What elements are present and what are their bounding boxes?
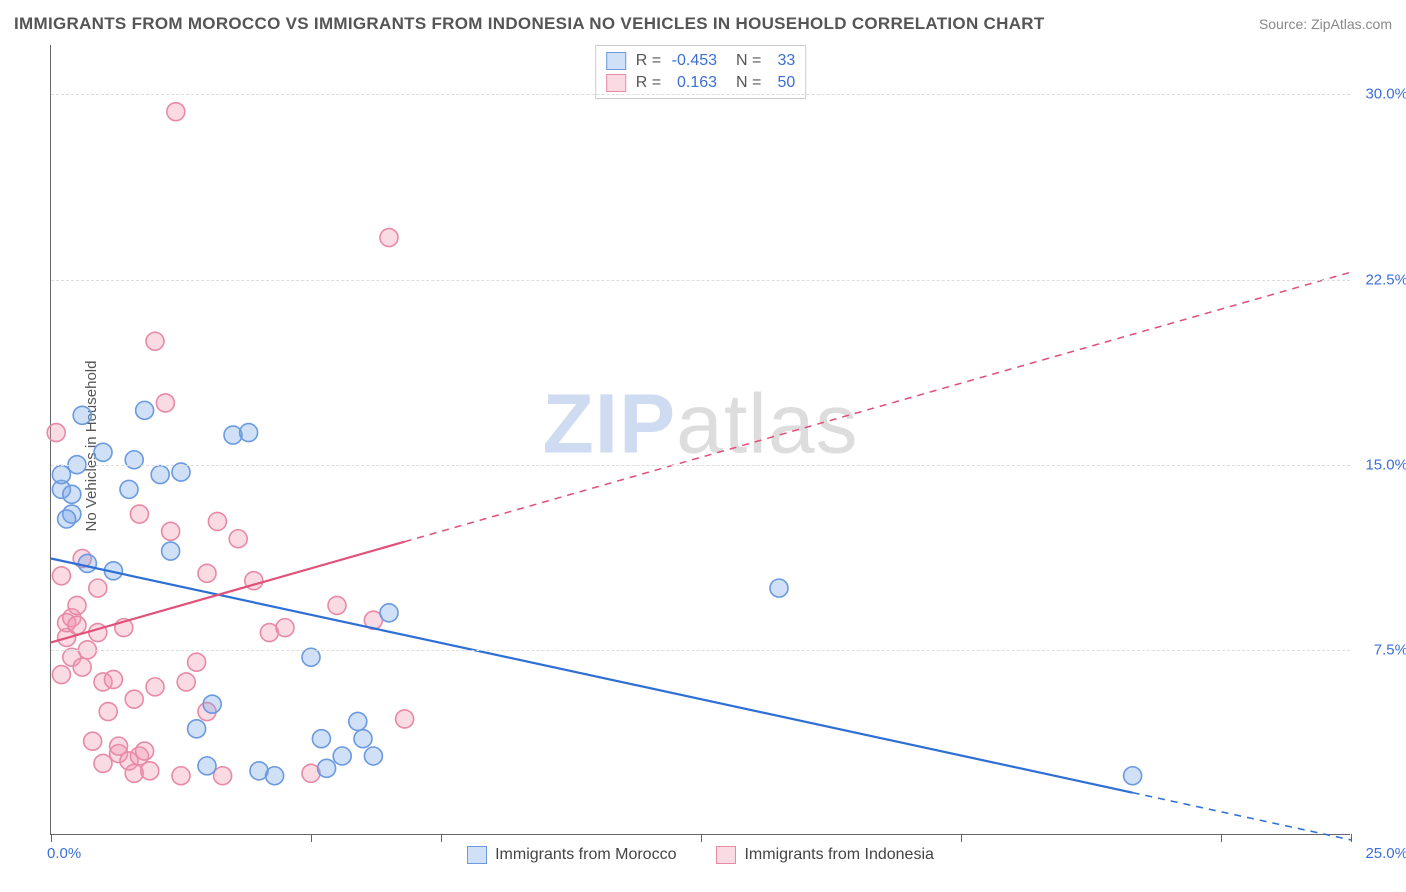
x-tick [701, 834, 702, 842]
data-point [78, 554, 96, 572]
y-tick-label: 7.5% [1374, 641, 1406, 658]
data-point [52, 666, 70, 684]
data-point [99, 703, 117, 721]
data-point [770, 579, 788, 597]
data-point [380, 229, 398, 247]
data-point [125, 451, 143, 469]
data-point [89, 579, 107, 597]
data-point [156, 394, 174, 412]
data-point [312, 730, 330, 748]
data-point [177, 673, 195, 691]
x-tick [1351, 834, 1352, 842]
data-point [151, 466, 169, 484]
chart-svg [51, 45, 1350, 834]
stats-legend: R = -0.453 N = 33 R = 0.163 N = 50 [595, 45, 807, 99]
legend-row-morocco: R = -0.453 N = 33 [606, 50, 796, 72]
y-tick-label: 22.5% [1365, 271, 1406, 288]
x-tick [961, 834, 962, 842]
data-point [203, 695, 221, 713]
data-point [120, 480, 138, 498]
data-point [73, 406, 91, 424]
x-tick [51, 834, 52, 842]
legend-item-indonesia: Immigrants from Indonesia [716, 846, 933, 864]
data-point [125, 690, 143, 708]
data-point [1124, 767, 1142, 785]
data-point [52, 567, 70, 585]
x-tick [1221, 834, 1222, 842]
data-point [162, 522, 180, 540]
data-point [349, 712, 367, 730]
title-bar: IMMIGRANTS FROM MOROCCO VS IMMIGRANTS FR… [0, 0, 1406, 40]
data-point [141, 762, 159, 780]
data-point [229, 530, 247, 548]
data-point [240, 424, 258, 442]
plot-area: ZIPatlas R = -0.453 N = 33 R = 0.163 N =… [50, 45, 1350, 835]
data-point [167, 103, 185, 121]
data-point [58, 510, 76, 528]
x-axis-max-label: 25.0% [1365, 845, 1406, 862]
data-point [333, 747, 351, 765]
gridline [51, 650, 1350, 651]
data-point [104, 670, 122, 688]
data-point [208, 512, 226, 530]
bottom-legend: Immigrants from Morocco Immigrants from … [51, 846, 1350, 864]
data-point [302, 648, 320, 666]
data-point [94, 754, 112, 772]
chart-title: IMMIGRANTS FROM MOROCCO VS IMMIGRANTS FR… [14, 14, 1045, 34]
data-point [146, 678, 164, 696]
data-point [172, 463, 190, 481]
gridline [51, 465, 1350, 466]
data-point [146, 332, 164, 350]
y-tick-label: 30.0% [1365, 86, 1406, 103]
regression-line [51, 559, 1133, 793]
swatch-indonesia [606, 74, 626, 92]
data-point [276, 619, 294, 637]
data-point [136, 401, 154, 419]
regression-line-dashed [1133, 793, 1351, 840]
data-point [198, 564, 216, 582]
swatch-morocco-bottom [467, 846, 487, 864]
data-point [380, 604, 398, 622]
data-point [73, 658, 91, 676]
data-point [130, 505, 148, 523]
data-point [214, 767, 232, 785]
data-point [188, 720, 206, 738]
data-point [188, 653, 206, 671]
data-point [354, 730, 372, 748]
y-tick-label: 15.0% [1365, 456, 1406, 473]
data-point [162, 542, 180, 560]
data-point [198, 757, 216, 775]
x-tick [441, 834, 442, 842]
data-point [94, 443, 112, 461]
data-point [68, 596, 86, 614]
legend-row-indonesia: R = 0.163 N = 50 [606, 72, 796, 94]
data-point [364, 747, 382, 765]
data-point [328, 596, 346, 614]
data-point [63, 485, 81, 503]
regression-line-dashed [405, 272, 1351, 542]
swatch-morocco [606, 52, 626, 70]
data-point [318, 759, 336, 777]
gridline [51, 94, 1350, 95]
source-label: Source: ZipAtlas.com [1259, 16, 1392, 32]
data-point [266, 767, 284, 785]
data-point [47, 424, 65, 442]
gridline [51, 280, 1350, 281]
data-point [68, 616, 86, 634]
data-point [52, 466, 70, 484]
data-point [84, 732, 102, 750]
data-point [136, 742, 154, 760]
legend-item-morocco: Immigrants from Morocco [467, 846, 676, 864]
swatch-indonesia-bottom [716, 846, 736, 864]
data-point [396, 710, 414, 728]
data-point [172, 767, 190, 785]
x-tick [311, 834, 312, 842]
